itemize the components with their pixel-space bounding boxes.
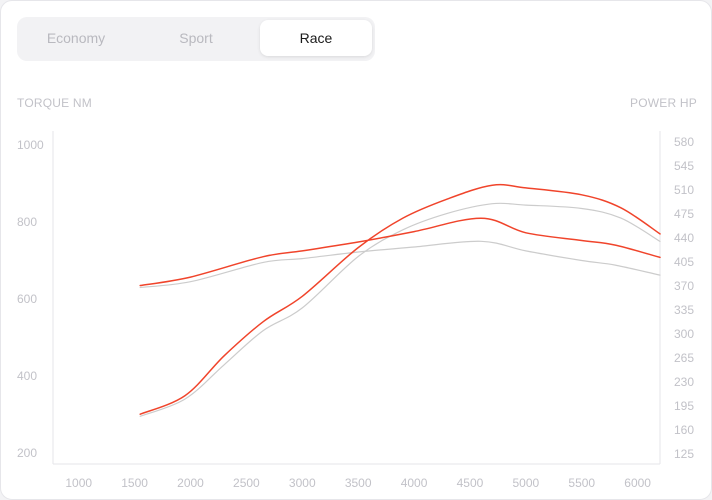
- right-tick-label: 475: [674, 207, 694, 221]
- power-race-line: [139, 183, 661, 415]
- tab-sport[interactable]: Sport: [179, 30, 213, 46]
- left-tick-label: 400: [17, 369, 37, 383]
- x-tick-label: 3500: [345, 476, 372, 490]
- right-tick-label: 160: [674, 423, 694, 437]
- right-tick-label: 125: [674, 447, 694, 461]
- left-axis-title: TORQUE NM: [17, 96, 92, 110]
- x-tick-label: 1000: [65, 476, 92, 490]
- right-tick-label: 265: [674, 351, 694, 365]
- x-tick-label: 5000: [513, 476, 540, 490]
- right-tick-label: 230: [674, 375, 694, 389]
- torque-race-line: [139, 217, 661, 287]
- power-stock-line: [139, 202, 661, 417]
- mode-selector: Economy Sport Race: [17, 17, 375, 61]
- right-tick-label: 335: [674, 303, 694, 317]
- x-tick-label: 2500: [233, 476, 260, 490]
- right-tick-label: 545: [674, 159, 694, 173]
- x-tick-label: 2000: [177, 476, 204, 490]
- x-tick-label: 3000: [289, 476, 316, 490]
- left-tick-label: 600: [17, 292, 37, 306]
- right-axis-title: POWER HP: [630, 96, 697, 110]
- right-tick-label: 300: [674, 327, 694, 341]
- right-tick-label: 440: [674, 231, 694, 245]
- x-tick-label: 1500: [121, 476, 148, 490]
- x-tick-label: 4500: [457, 476, 484, 490]
- torque-stock-line: [139, 240, 661, 289]
- right-tick-label: 510: [674, 183, 694, 197]
- tab-race[interactable]: Race: [260, 20, 372, 56]
- x-tick-label: 4000: [401, 476, 428, 490]
- left-tick-label: 800: [17, 215, 37, 229]
- right-tick-label: 580: [674, 135, 694, 149]
- right-tick-label: 405: [674, 255, 694, 269]
- tab-economy[interactable]: Economy: [46, 30, 106, 46]
- x-tick-label: 5500: [568, 476, 595, 490]
- right-tick-label: 195: [674, 399, 694, 413]
- right-tick-label: 370: [674, 279, 694, 293]
- left-tick-label: 1000: [17, 138, 44, 152]
- left-tick-label: 200: [17, 446, 37, 460]
- x-tick-label: 6000: [624, 476, 651, 490]
